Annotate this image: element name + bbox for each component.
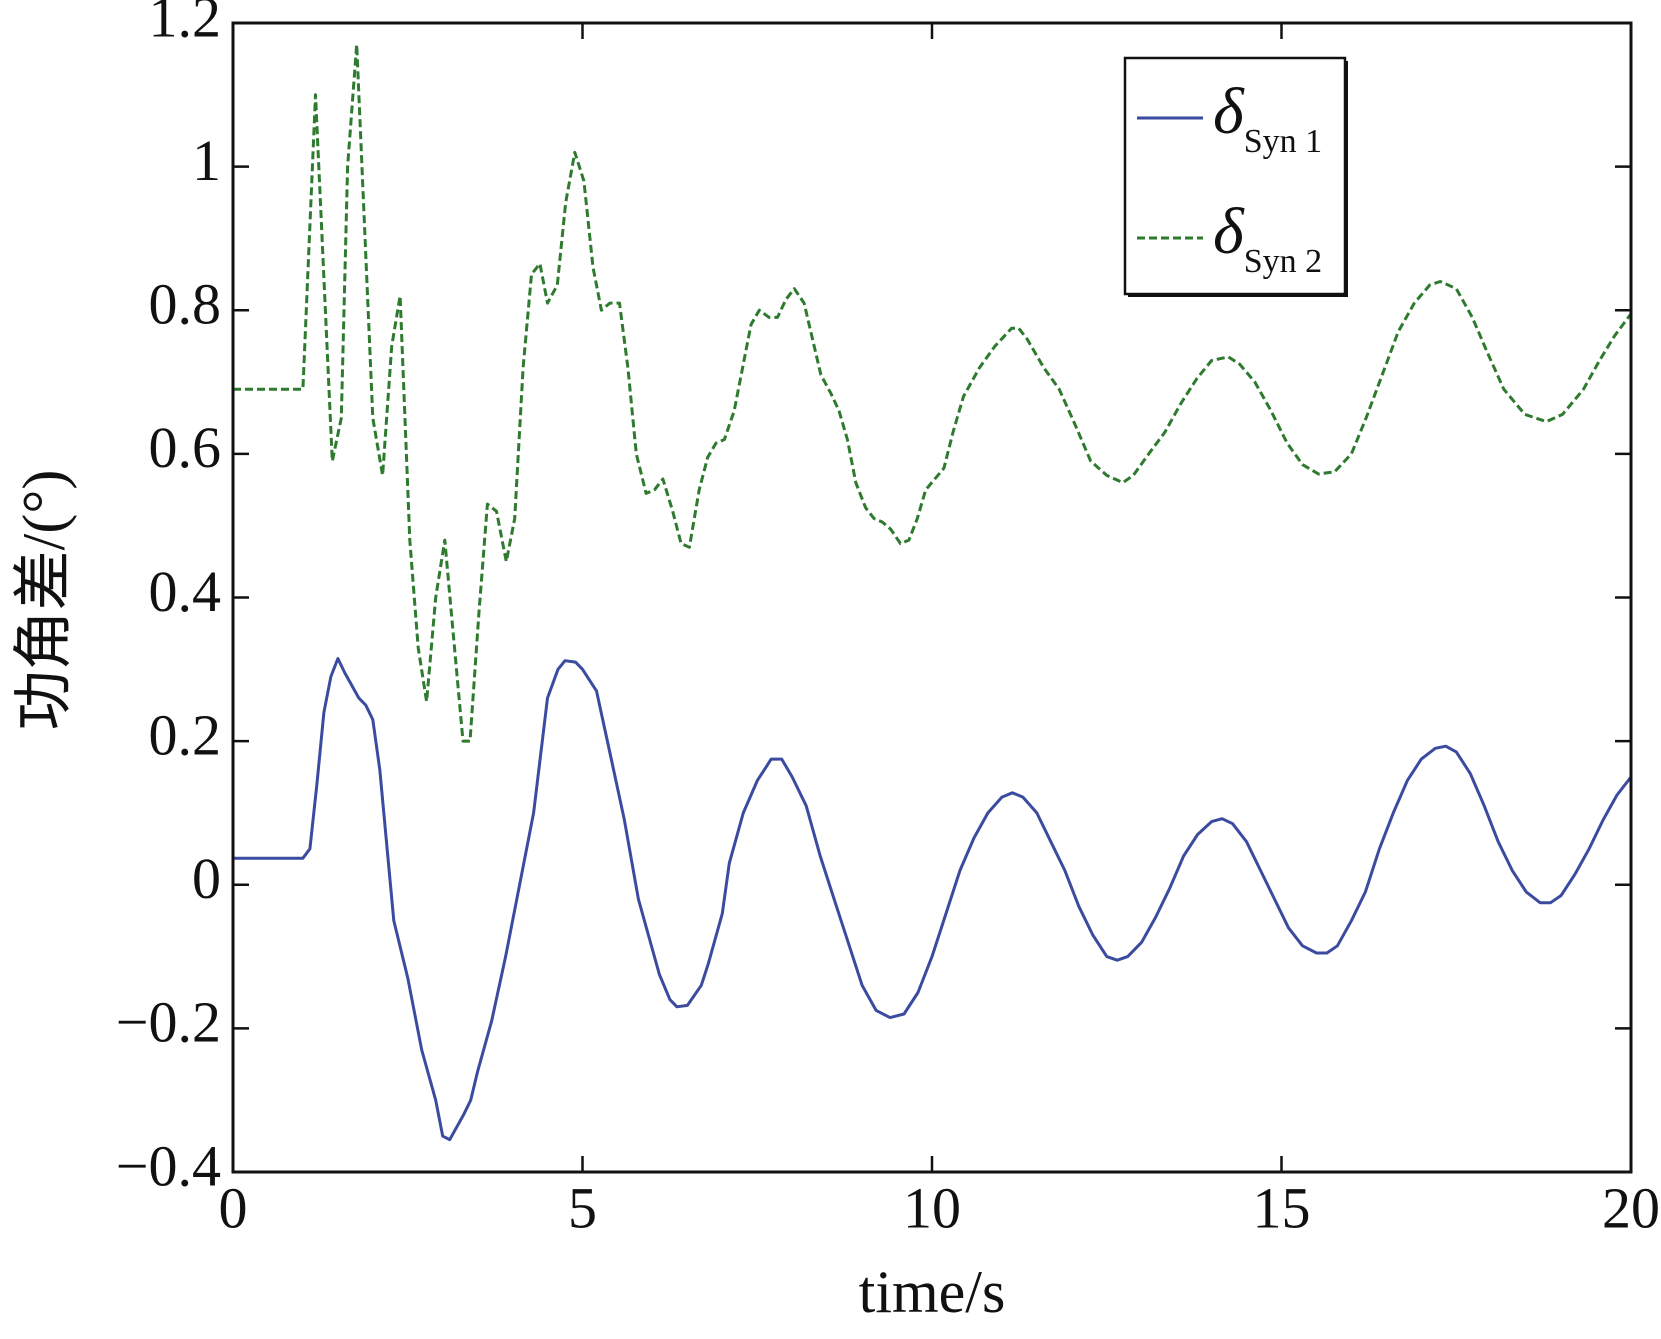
legend-box xyxy=(1123,56,1347,296)
y-tick-label: −0.2 xyxy=(116,990,221,1055)
x-tick-label: 15 xyxy=(1253,1175,1311,1240)
y-tick-label: −0.4 xyxy=(116,1133,221,1198)
y-tick-label: 0.6 xyxy=(149,415,222,480)
legend-label: δSyn 2 xyxy=(1213,195,1322,280)
y-tick-label: 0 xyxy=(192,846,221,911)
plot-frame xyxy=(231,21,1633,1174)
x-tick-label: 0 xyxy=(219,1175,248,1240)
legend: δSyn 1 δSyn 2 xyxy=(1123,56,1348,297)
x-tick-label: 20 xyxy=(1602,1175,1660,1240)
x-tick-label: 5 xyxy=(568,1175,597,1240)
series-line xyxy=(233,657,1633,1142)
y-tick-label: 1.2 xyxy=(149,0,222,49)
series-line xyxy=(233,43,1633,743)
x-axis-label: time/s xyxy=(859,1259,1006,1325)
y-tick-label: 1 xyxy=(192,128,221,193)
y-axis-label: 功角差/(°) xyxy=(11,470,77,731)
y-tick-label: 0.8 xyxy=(149,272,222,337)
y-tick-label: 0.4 xyxy=(149,559,222,624)
legend-label: δSyn 1 xyxy=(1213,75,1322,160)
x-tick-label: 10 xyxy=(903,1175,961,1240)
y-tick-label: 0.2 xyxy=(149,702,222,767)
